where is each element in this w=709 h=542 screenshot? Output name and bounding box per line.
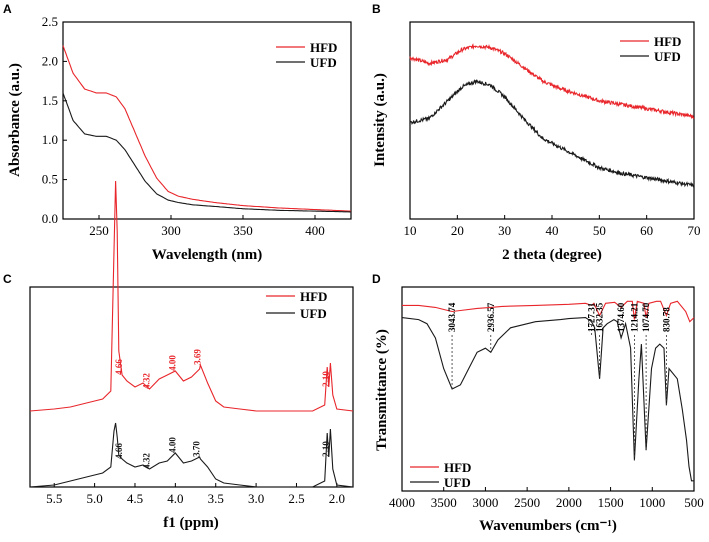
peak-label-d: 830.78 [661,307,671,332]
x-tick-label-d: 2500 [514,495,540,510]
peak-label-d: 1214.21 [629,302,639,332]
peak-label-d: 1074.70 [641,302,651,332]
x-tick-label-c: 5.5 [46,491,62,506]
y-tick-label-a: 1.5 [42,93,58,108]
panel-c-xlabel: f1 (ppm) [163,515,218,531]
x-tick-label-d: 2000 [556,495,582,510]
peak-label-hfd: 3.69 [192,349,202,365]
x-tick-label-c: 5.0 [86,491,102,506]
panel-letter-a: A [3,2,12,16]
y-tick-label-a: 0.0 [42,211,58,226]
x-tick-label-c: 4.5 [127,491,143,506]
x-tick-label-d: 1500 [598,495,624,510]
x-tick-label-a: 350 [233,223,253,238]
series-hfd-line-a [62,45,351,212]
series-hfd-line-b [409,43,695,120]
panel-d-legend: HFD UFD [410,460,471,490]
panel-b-ylabel: Intensity (a.u.) [372,73,388,167]
panel-a-xlabel: Wavelength (nm) [152,247,262,263]
peak-label-hfd: 4.00 [167,355,177,371]
x-tick-label-d: 4000 [389,495,415,510]
x-tick-label-a: 300 [161,223,181,238]
legend-ufd-label-a: UFD [310,55,337,70]
peak-label-hfd: 2.10 [321,371,331,387]
x-tick-label-b: 60 [640,223,653,238]
y-tick-label-a: 2.0 [42,53,58,68]
x-tick-label-d: 3500 [431,495,457,510]
x-tick-label-d: 3000 [472,495,498,510]
panel-a-frame [62,21,352,220]
panel-letter-d: D [372,272,381,286]
x-tick-label-b: 50 [593,223,606,238]
chart-marks: 250 300 350 400 0.0 0.5 1.0 1.5 2.0 2.5 10 20 30 40 50… [29,14,704,510]
x-tick-label-b: 40 [546,223,559,238]
x-tick-label-a: 250 [89,223,109,238]
peak-label-d: 2936.57 [486,302,496,332]
x-tick-label-d: 1000 [639,495,665,510]
peak-label-ufd: 4.66 [114,443,124,459]
legend-ufd-label-b: UFD [654,49,681,64]
peak-label-d: 1727.31 [587,302,597,332]
legend-ufd-label-d: UFD [444,475,471,490]
peak-label-hfd: 4.66 [114,359,124,375]
x-tick-label-d: 500 [684,495,704,510]
panel-a-ylabel: Absorbance (a.u.) [7,63,23,177]
x-tick-label-b: 30 [498,223,511,238]
peak-label-d: 1632.35 [595,302,605,332]
peak-label-ufd: 2.10 [321,441,331,457]
x-tick-label-c: 4.0 [167,491,183,506]
panel-letter-b: B [372,2,381,16]
x-tick-label-c: 2.5 [288,491,304,506]
panel-a-legend: HFD UFD [276,40,337,70]
panel-b-frame [409,21,695,220]
x-tick-label-b: 20 [451,223,464,238]
y-tick-label-a: 2.5 [42,14,58,29]
panel-c-frame [29,286,354,488]
peak-label-ufd: 3.70 [192,441,202,457]
series-ufd-line-c [29,422,354,488]
peak-label-ufd: 4.00 [167,437,177,453]
peak-label-d: 1374.60 [616,302,626,332]
x-tick-label-b: 70 [688,223,701,238]
panel-b-xlabel: 2 theta (degree) [502,247,602,263]
panel-d-xlabel: Wavenumbers (cm⁻¹) [479,518,617,534]
peak-label-d: 3043.74 [447,302,457,332]
series-ufd-line-a [62,92,351,213]
x-tick-label-a: 400 [305,223,325,238]
series-ufd-line-d [401,317,694,482]
panel-d-frame [401,286,695,492]
x-tick-label-b: 10 [404,223,417,238]
panel-c-legend: HFD UFD [266,289,327,321]
panel-b-legend: HFD UFD [620,34,681,64]
x-tick-label-c: 2.0 [329,491,345,506]
legend-hfd-label-c: HFD [300,289,327,304]
series-ufd-line-b [409,79,695,189]
y-tick-label-a: 0.5 [42,172,58,187]
peak-label-ufd: 4.32 [142,453,152,469]
legend-hfd-label-b: HFD [654,34,681,49]
series-hfd-line-d [402,300,695,323]
peak-label-hfd: 4.32 [142,373,152,389]
legend-ufd-label-c: UFD [300,306,327,321]
x-tick-label-c: 3.5 [208,491,224,506]
panel-d-ylabel: Transmittance (%) [374,329,390,451]
panel-letter-c: C [3,272,12,286]
y-tick-label-a: 1.0 [42,132,58,147]
x-tick-label-c: 3.0 [248,491,264,506]
series-hfd-line-c [29,180,354,412]
legend-hfd-label-a: HFD [310,40,337,55]
legend-hfd-label-d: HFD [444,460,471,475]
